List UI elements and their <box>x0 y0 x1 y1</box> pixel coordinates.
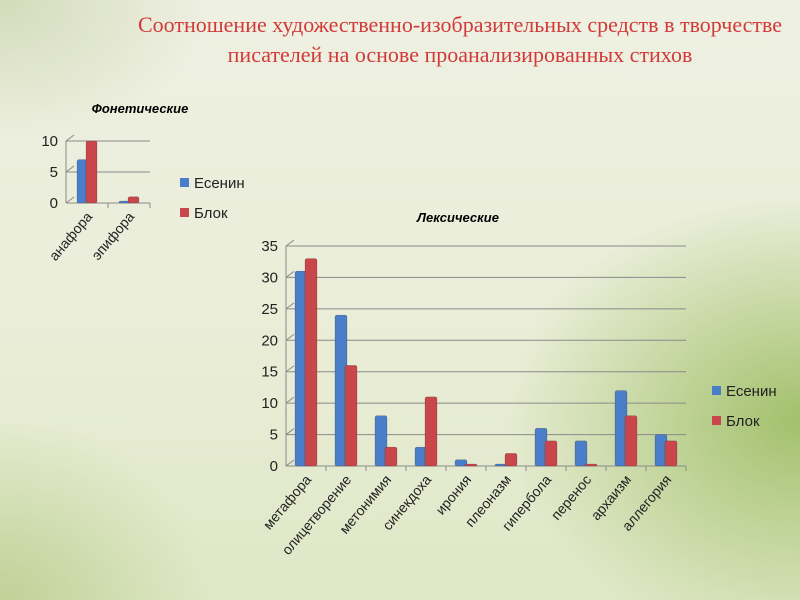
legend-swatch <box>180 178 189 187</box>
bar-blok <box>85 140 98 204</box>
bar-blok <box>464 463 478 467</box>
y-tick-label: 25 <box>261 301 278 318</box>
x-tick-label: олицетворение <box>278 471 354 557</box>
x-tick-label: ирония <box>432 472 474 518</box>
gridline-depth <box>285 396 295 404</box>
gridline-depth <box>285 271 295 278</box>
y-tick-label: 0 <box>50 195 58 212</box>
gridline-depth <box>65 134 75 142</box>
bar-blok <box>127 196 140 204</box>
y-tick-label: 0 <box>270 458 278 475</box>
slide-title: Соотношение художественно-изобразительны… <box>137 12 783 67</box>
bar-esenin <box>374 415 388 467</box>
bar-blok <box>424 396 438 467</box>
gridline-depth <box>285 333 295 341</box>
bar-blok <box>384 446 398 467</box>
x-tick-label: анафора <box>46 208 96 263</box>
legend-label: Есенин <box>194 175 245 192</box>
x-tick-label: перенос <box>548 472 595 523</box>
chart-title: Фонетические <box>92 101 189 116</box>
bar-esenin <box>574 440 588 467</box>
gridline-depth <box>285 428 295 435</box>
y-tick-label: 15 <box>261 364 278 381</box>
legend-swatch <box>180 208 189 217</box>
y-tick-label: 35 <box>261 238 278 255</box>
gridline-depth <box>285 365 295 373</box>
y-tick-label: 10 <box>261 395 278 412</box>
gridline-depth <box>65 196 75 204</box>
legend-label: Есенин <box>726 383 777 400</box>
gridline-depth <box>65 165 75 173</box>
bar-blok <box>344 365 358 467</box>
y-tick-label: 5 <box>50 164 58 181</box>
x-tick-label: эпифора <box>88 208 137 262</box>
gridline-depth <box>285 302 295 310</box>
bar-blok <box>624 415 638 467</box>
y-tick-label: 10 <box>41 133 58 150</box>
y-tick-label: 5 <box>270 427 278 444</box>
bar-blok <box>544 440 558 467</box>
bar-blok <box>504 453 518 467</box>
legend-swatch <box>712 386 721 395</box>
bar-blok <box>304 258 318 467</box>
bar-esenin <box>454 459 468 467</box>
legend-swatch <box>712 416 721 425</box>
legend-label: Блок <box>726 413 760 430</box>
chart-title: Лексические <box>416 210 499 225</box>
gridline-depth <box>285 459 295 467</box>
bar-blok <box>664 440 678 467</box>
y-tick-label: 20 <box>261 332 278 349</box>
gridline-depth <box>285 239 295 247</box>
y-tick-label: 30 <box>261 269 278 286</box>
legend-label: Блок <box>194 205 228 222</box>
bar-blok <box>584 463 598 467</box>
